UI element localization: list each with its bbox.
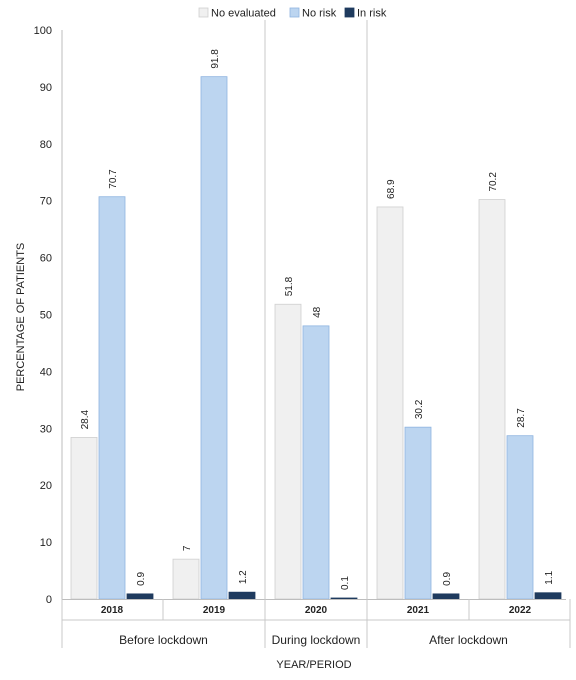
plot-area: 28.4 7 51.8 68.9 70.2 70.7 91.8 48 30.2 28.7 0.9 1.…: [70, 20, 562, 600]
y-tick-label: 70: [40, 196, 52, 208]
data-label-in-risk-2021: 0.9: [442, 572, 453, 586]
data-label-no-risk-2019: 91.8: [210, 49, 221, 69]
bar-no-evaluated-2022: [478, 199, 506, 600]
legend-label-no-risk: No risk: [302, 8, 337, 20]
bar-no-risk-2019: [200, 76, 228, 600]
x-axis-title: YEAR/PERIOD: [276, 659, 351, 671]
data-label-no-evaluated-2019: 7: [182, 545, 193, 551]
legend-item-in-risk: In risk: [344, 7, 387, 20]
bar-in-risk-2022: [534, 592, 562, 600]
legend: No evaluated No risk In risk: [198, 7, 387, 20]
data-label-no-risk-2022: 28.7: [516, 408, 527, 428]
y-axis: 0 10 20 30 40 50 60 70 80 90 100: [34, 25, 63, 606]
y-tick-label: 80: [40, 139, 52, 151]
x-tick-label-2018: 2018: [101, 605, 124, 616]
y-tick-label: 100: [34, 25, 52, 37]
bar-no-risk-2021: [404, 426, 432, 600]
y-axis-title: PERCENTAGE OF PATIENTS: [15, 243, 27, 392]
data-label-no-risk-2018: 70.7: [108, 169, 119, 189]
data-label-in-risk-2022: 1.1: [544, 570, 555, 584]
legend-item-no-evaluated: No evaluated: [198, 7, 276, 20]
bar-in-risk-2021: [432, 593, 460, 600]
x-tick-label-2022: 2022: [509, 605, 532, 616]
bar-no-risk-2018: [98, 196, 126, 600]
data-label-no-evaluated-2018: 28.4: [80, 410, 91, 430]
data-label-in-risk-2020: 0.1: [340, 576, 351, 590]
group-label-after-lockdown: After lockdown: [429, 633, 508, 647]
y-tick-label: 60: [40, 253, 52, 265]
bar-no-evaluated-2021: [376, 206, 404, 600]
data-label-no-risk-2021: 30.2: [414, 399, 425, 419]
data-label-no-risk-2020: 48: [312, 306, 323, 318]
bar-in-risk-2019: [228, 591, 256, 600]
bar-in-risk-2020: [330, 597, 358, 600]
data-label-in-risk-2018: 0.9: [136, 572, 147, 586]
data-label-no-evaluated-2020: 51.8: [284, 276, 295, 296]
legend-swatch-no-risk: [289, 7, 300, 18]
x-tick-label-2020: 2020: [305, 605, 328, 616]
x-tick-label-2019: 2019: [203, 605, 226, 616]
legend-label-no-evaluated: No evaluated: [211, 8, 276, 20]
bar-no-risk-2022: [506, 435, 534, 600]
data-label-no-evaluated-2022: 70.2: [488, 172, 499, 192]
data-label-in-risk-2019: 1.2: [238, 570, 249, 584]
legend-item-no-risk: No risk: [289, 7, 337, 20]
bar-in-risk-2018: [126, 593, 154, 600]
y-tick-label: 90: [40, 82, 52, 94]
legend-swatch-in-risk: [344, 7, 355, 18]
group-label-during-lockdown: During lockdown: [272, 633, 361, 647]
bar-no-evaluated-2020: [274, 303, 302, 600]
y-tick-label: 0: [46, 594, 52, 606]
y-tick-label: 10: [40, 537, 52, 549]
y-tick-label: 20: [40, 480, 52, 492]
bar-no-evaluated-2019: [172, 558, 200, 600]
y-tick-label: 40: [40, 366, 52, 378]
x-tick-label-2021: 2021: [407, 605, 430, 616]
legend-label-in-risk: In risk: [357, 8, 387, 20]
bar-no-evaluated-2018: [70, 437, 98, 600]
group-label-before-lockdown: Before lockdown: [119, 633, 208, 647]
bar-no-risk-2020: [302, 325, 330, 600]
y-tick-label: 50: [40, 310, 52, 322]
legend-swatch-no-evaluated: [198, 7, 209, 18]
y-tick-label: 30: [40, 423, 52, 435]
x-axis: 2018 2019 2020 2021 2022 Before lockdown Durin…: [61, 599, 571, 648]
data-label-no-evaluated-2021: 68.9: [386, 179, 397, 199]
